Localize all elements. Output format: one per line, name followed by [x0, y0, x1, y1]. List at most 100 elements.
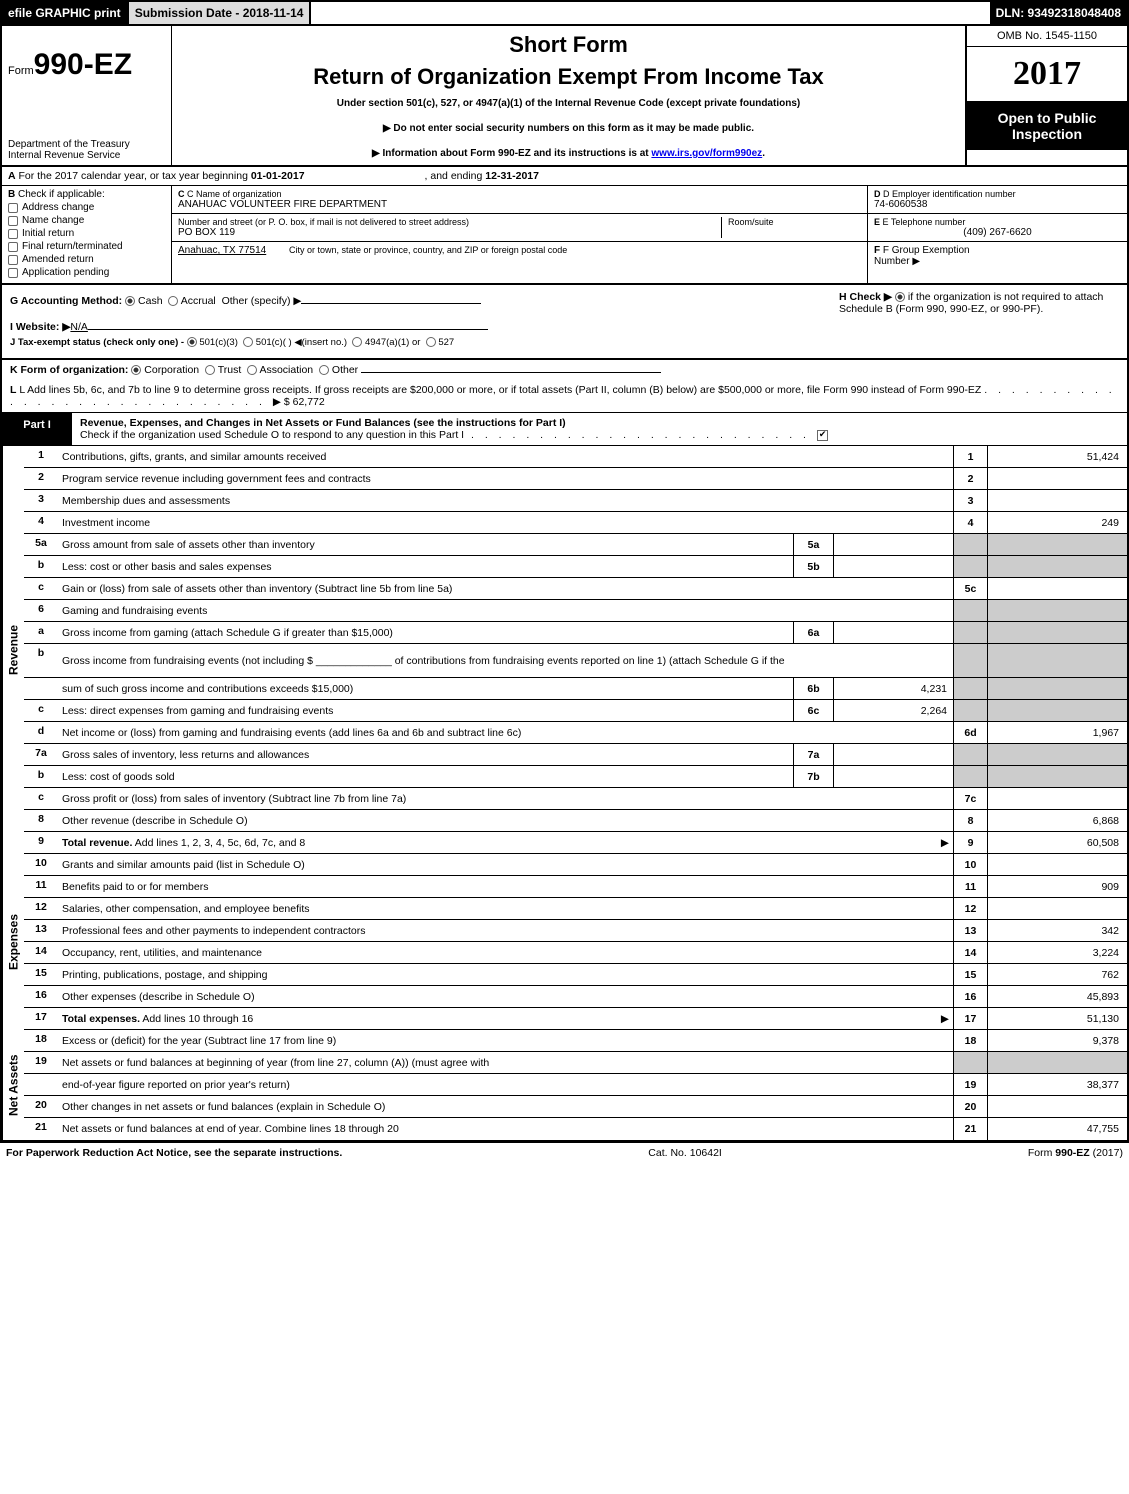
radio-association[interactable]: [247, 365, 257, 375]
org-name: ANAHUAC VOLUNTEER FIRE DEPARTMENT: [178, 199, 861, 210]
radio-accrual[interactable]: [168, 296, 178, 306]
line-row: 5aGross amount from sale of assets other…: [24, 534, 1127, 556]
part-1-label: Part I: [2, 413, 72, 445]
box-c: C C Name of organization ANAHUAC VOLUNTE…: [172, 186, 867, 283]
street-label: Number and street (or P. O. box, if mail…: [178, 217, 721, 227]
form-footer: For Paperwork Reduction Act Notice, see …: [0, 1142, 1129, 1163]
form-number: Form990-EZ: [8, 48, 165, 82]
check-amended-return[interactable]: Amended return: [8, 254, 165, 265]
section-vlabel: Revenue: [2, 446, 24, 854]
radio-501c[interactable]: [243, 337, 253, 347]
street-row: Number and street (or P. O. box, if mail…: [172, 214, 867, 242]
radio-501c3[interactable]: [187, 337, 197, 347]
line-ref-shaded: [953, 678, 987, 699]
part-1-header: Part I Revenue, Expenses, and Changes in…: [0, 413, 1129, 446]
radio-corporation[interactable]: [131, 365, 141, 375]
checkbox-icon: [8, 268, 18, 278]
line-ref-shaded: [953, 556, 987, 577]
check-application-pending[interactable]: Application pending: [8, 267, 165, 278]
check-name-change[interactable]: Name change: [8, 215, 165, 226]
line-ref-shaded: [953, 534, 987, 555]
radio-527[interactable]: [426, 337, 436, 347]
line-description: Total expenses. Add lines 10 through 16 …: [58, 1008, 953, 1029]
check-address-change[interactable]: Address change: [8, 202, 165, 213]
line-description: Other changes in net assets or fund bala…: [58, 1096, 953, 1117]
sub-line-value: [833, 766, 953, 787]
line-amount: [987, 854, 1127, 875]
box-e: E E Telephone number (409) 267-6620: [868, 214, 1127, 242]
radio-other[interactable]: [319, 365, 329, 375]
line-amount: [987, 578, 1127, 599]
line-number: a: [24, 622, 58, 643]
line-ref-shaded: [953, 644, 987, 677]
amount-shaded: [987, 534, 1127, 555]
line-number: 7a: [24, 744, 58, 765]
line-row: 3Membership dues and assessments3: [24, 490, 1127, 512]
radio-cash[interactable]: [125, 296, 135, 306]
line-amount: [987, 468, 1127, 489]
line-row: 1Contributions, gifts, grants, and simil…: [24, 446, 1127, 468]
line-amount: 60,508: [987, 832, 1127, 853]
checkbox-icon: [8, 255, 18, 265]
line-number: 19: [24, 1052, 58, 1073]
line-number: 12: [24, 898, 58, 919]
line-amount: 249: [987, 512, 1127, 533]
box-f: F F Group Exemption Number ▶: [868, 242, 1127, 270]
line-number: 6: [24, 600, 58, 621]
line-ref: 11: [953, 876, 987, 897]
schedule-o-checkbox[interactable]: [817, 430, 828, 441]
line-description: Net assets or fund balances at end of ye…: [58, 1118, 953, 1140]
checkbox-icon: [8, 216, 18, 226]
line-ref: 19: [953, 1074, 987, 1095]
sub-line-value: 2,264: [833, 700, 953, 721]
line-row: 21Net assets or fund balances at end of …: [24, 1118, 1127, 1140]
short-form-label: Short Form: [178, 32, 959, 58]
line-row: 10Grants and similar amounts paid (list …: [24, 854, 1127, 876]
radio-trust[interactable]: [205, 365, 215, 375]
line-number: 17: [24, 1008, 58, 1029]
check-h[interactable]: [895, 292, 905, 302]
box-c-label: C C Name of organization: [178, 189, 861, 199]
header-right: OMB No. 1545-1150 2017 Open to Public In…: [967, 26, 1127, 165]
dept-line-2: Internal Revenue Service: [8, 150, 165, 161]
top-bar: efile GRAPHIC print Submission Date - 20…: [0, 0, 1129, 24]
line-amount: 342: [987, 920, 1127, 941]
arrow-icon: ▶: [941, 837, 949, 849]
line-description: Other revenue (describe in Schedule O): [58, 810, 953, 831]
checkbox-icon: [8, 203, 18, 213]
amount-shaded: [987, 556, 1127, 577]
radio-4947[interactable]: [352, 337, 362, 347]
line-row: 18Excess or (deficit) for the year (Subt…: [24, 1030, 1127, 1052]
form-note-1: ▶ Do not enter social security numbers o…: [178, 123, 959, 134]
other-specify-input[interactable]: [301, 303, 481, 304]
website-value: N/A: [70, 321, 88, 333]
line-description: Occupancy, rent, utilities, and maintena…: [58, 942, 953, 963]
line-row: 16Other expenses (describe in Schedule O…: [24, 986, 1127, 1008]
line-description: end-of-year figure reported on prior yea…: [58, 1074, 953, 1095]
line-row: 6Gaming and fundraising events: [24, 600, 1127, 622]
line-row: bGross income from fundraising events (n…: [24, 644, 1127, 678]
line-description: Net assets or fund balances at beginning…: [58, 1052, 953, 1073]
line-number: [24, 678, 58, 699]
box-b-header: Check if applicable:: [18, 189, 105, 200]
note2-pre: ▶ Information about Form 990-EZ and its …: [372, 148, 651, 159]
line-ref-shaded: [953, 700, 987, 721]
line-ref: 16: [953, 986, 987, 1007]
line-number: c: [24, 578, 58, 599]
amount-shaded: [987, 700, 1127, 721]
instructions-link[interactable]: www.irs.gov/form990ez: [651, 148, 762, 159]
sub-line-value: [833, 534, 953, 555]
section-expenses: Expenses10Grants and similar amounts pai…: [0, 854, 1129, 1030]
line-j: J Tax-exempt status (check only one) - 5…: [10, 337, 839, 348]
amount-shaded: [987, 1052, 1127, 1073]
section-rows: 18Excess or (deficit) for the year (Subt…: [24, 1030, 1127, 1140]
line-number: 14: [24, 942, 58, 963]
line-number: 1: [24, 446, 58, 467]
check-final-return[interactable]: Final return/terminated: [8, 241, 165, 252]
line-amount: 762: [987, 964, 1127, 985]
line-row: 12Salaries, other compensation, and empl…: [24, 898, 1127, 920]
line-description: Printing, publications, postage, and shi…: [58, 964, 953, 985]
check-initial-return[interactable]: Initial return: [8, 228, 165, 239]
line-ref: 1: [953, 446, 987, 467]
line-amount: [987, 1096, 1127, 1117]
